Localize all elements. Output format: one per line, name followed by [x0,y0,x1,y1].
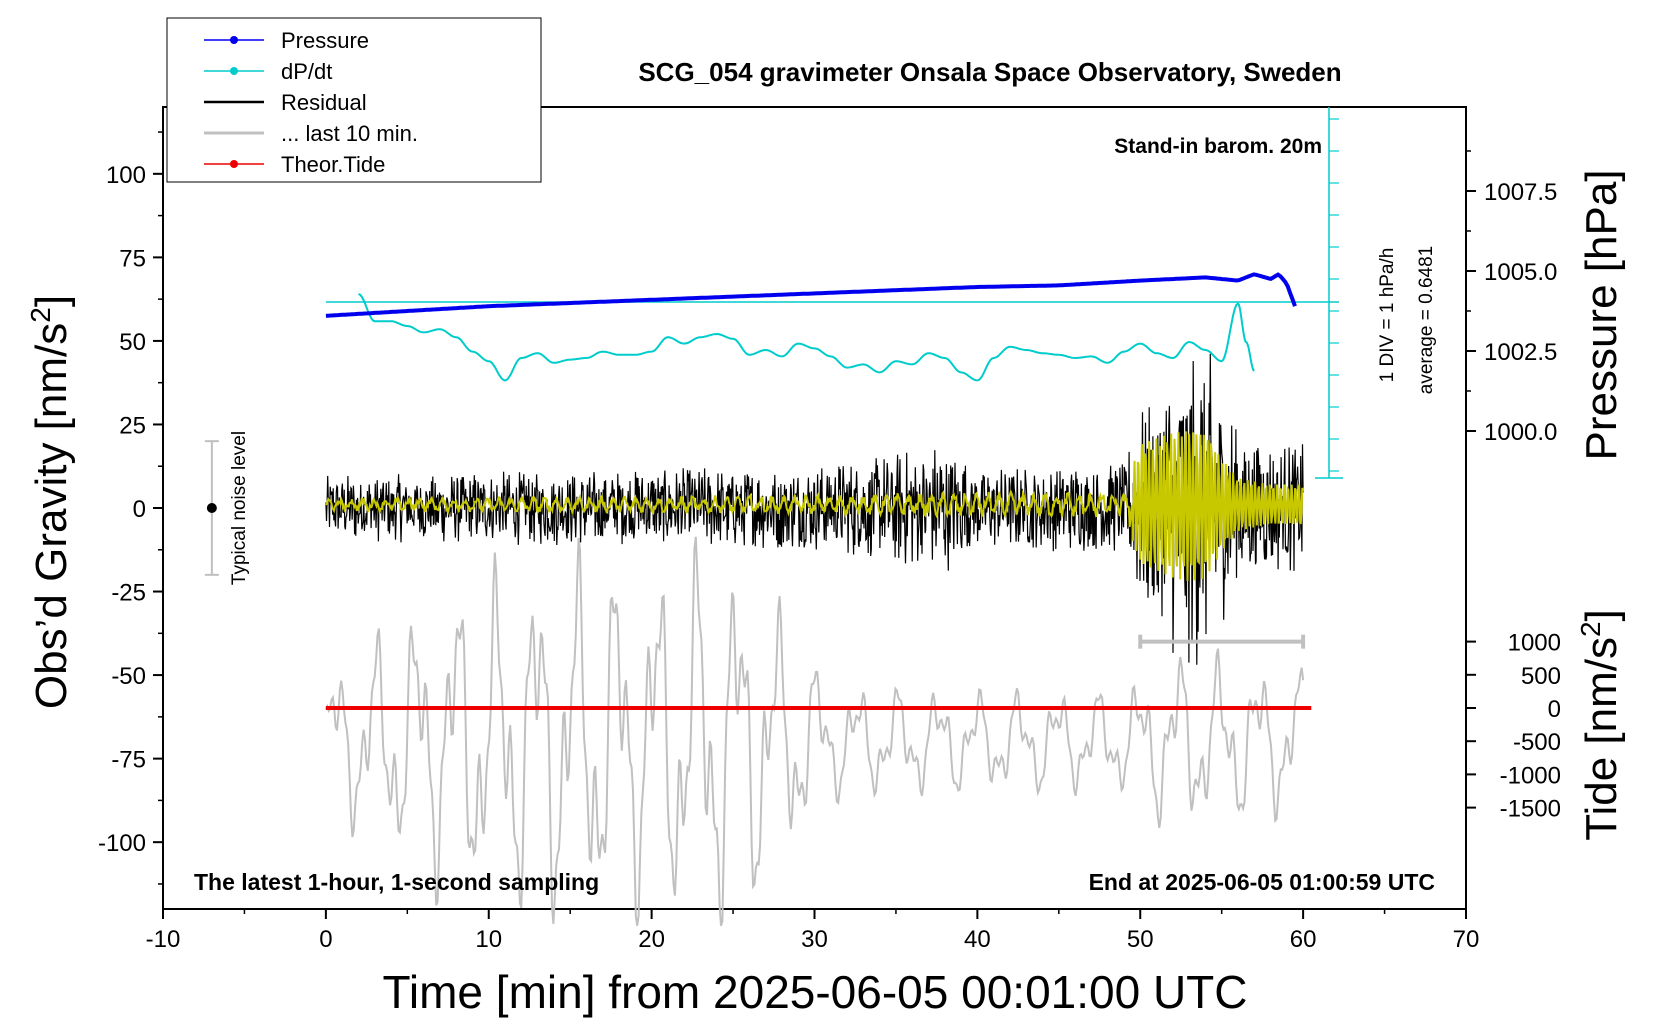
y-tick-label: 25 [119,412,146,439]
x-tick-label: 50 [1127,926,1154,953]
tide-tick-label: 0 [1548,696,1561,723]
dpdt-scale [325,107,1343,479]
y-left-label-sup: 2 [25,307,56,323]
legend-label: ... last 10 min. [281,121,418,146]
tide-label-sup: 2 [1575,621,1606,637]
y-tick-label: -75 [111,747,146,774]
barometer-note: Stand-in barom. 20m [1114,135,1322,158]
tide-tick-label: -1000 [1500,762,1561,789]
tide-label-tail: ] [1577,609,1626,621]
legend-label: Pressure [281,28,369,53]
tide-axis-ticks: 1000 500 0 -500 -1000 -1500 [1466,630,1561,823]
x-tick-label: 10 [475,926,502,953]
tide-label-main: Tide [nm/s [1577,637,1626,841]
legend-marker [230,67,238,75]
dpdt-scale-note: 1 DIV = 1 hPa/h [1377,248,1398,383]
sampling-note: The latest 1-hour, 1-second sampling [194,869,599,895]
legend: Pressure dP/dt Residual ... last 10 min. The… [166,17,542,183]
y-tick-label: 0 [133,496,146,523]
legend-label: Theor.Tide [281,152,385,177]
x-tick-label: 20 [638,926,665,953]
legend-label: Residual [281,90,367,115]
legend-marker [230,36,238,44]
residual-line [325,353,1304,665]
legend-box [166,17,542,183]
x-tick-label: 0 [319,926,332,953]
tide-tick-label: -1500 [1500,796,1561,823]
annotation-marks [204,440,1306,649]
pressure-axis-ticks: 1007.5 1005.0 1002.5 1000.0 [1466,150,1557,446]
legend-label: dP/dt [281,59,332,84]
legend-marker [230,160,238,168]
pressure-tick-label: 1007.5 [1484,179,1557,206]
y-left-label-main: Obs’d Gravity [nm/s [27,323,76,709]
residual-smoothed-line [325,431,1305,582]
x-tick-label: 30 [801,926,828,953]
noise-level-note: Typical noise level [229,431,250,585]
dpdt-average-note: average = 0.6481 [1416,246,1437,394]
y-tick-label: -50 [111,663,146,690]
x-tick-label: 60 [1290,926,1317,953]
x-tick-label: 40 [964,926,991,953]
dpdt-line [358,293,1255,382]
y-axis-pressure-label: Pressure [hPa] [1577,169,1626,460]
pressure-tick-label: 1005.0 [1484,259,1557,286]
pressure-series [325,272,1297,318]
tide-tick-label: 500 [1521,663,1561,690]
y-axis-left-label: Obs’d Gravity [nm/s2] [25,295,76,709]
y-tick-label: 100 [106,162,146,189]
y-tick-label: 50 [119,329,146,356]
last-10-min-line [324,536,1305,926]
pressure-line [325,272,1297,318]
tide-tick-label: 1000 [1508,630,1561,657]
y-tick-label: 75 [119,245,146,272]
residual-smoothed-series [325,431,1305,582]
residual-series [325,353,1304,665]
y-axis-tide-label: Tide [nm/s2] [1575,609,1626,841]
dpdt-series [358,293,1255,382]
x-tick-label: 70 [1453,926,1480,953]
pressure-tick-label: 1002.5 [1484,339,1557,366]
tide-tick-label: -500 [1513,729,1561,756]
pressure-tick-label: 1000.0 [1484,419,1557,446]
last-10-min-series [324,536,1305,926]
chart-title: SCG_054 gravimeter Onsala Space Observat… [638,57,1341,87]
x-axis-label: Time [min] from 2025-06-05 00:01:00 UTC [383,966,1248,1018]
noise-level-dot [206,503,217,513]
y-tick-label: -25 [111,580,146,607]
x-tick-label: -10 [146,926,181,953]
legend-entries: Pressure dP/dt Residual ... last 10 min. The… [204,28,418,177]
end-time-note: End at 2025-06-05 01:00:59 UTC [1089,869,1435,895]
y-tick-label: -100 [98,830,146,857]
y-left-label-tail: ] [27,295,76,307]
x-axis-ticks: -10 0 10 20 30 40 50 60 70 [146,909,1480,953]
y-axis-left-ticks: 100 75 50 25 0 -25 -50 -75 -100 [98,131,163,885]
